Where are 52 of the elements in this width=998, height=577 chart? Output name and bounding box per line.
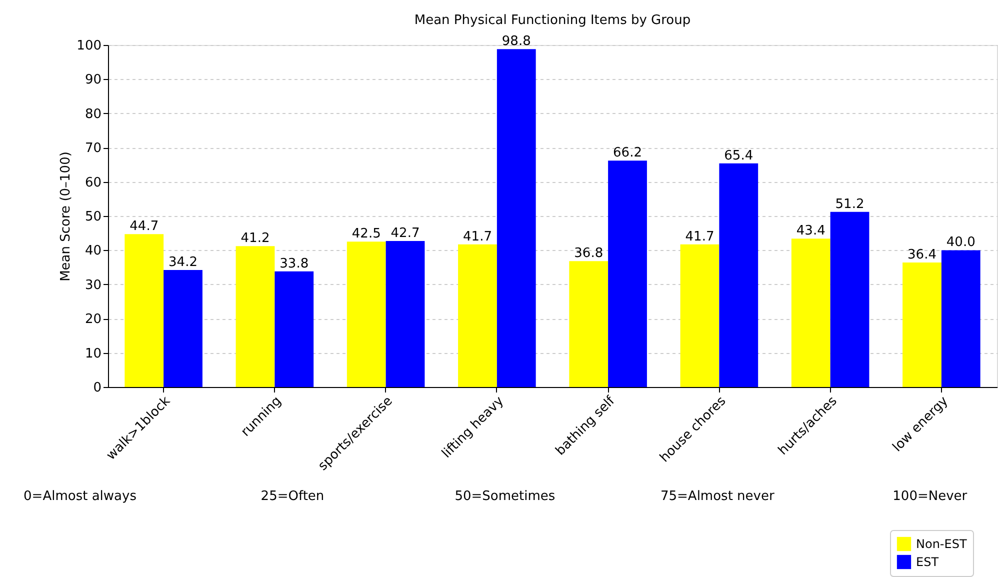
data-label: 34.2 [168, 255, 198, 270]
data-label: 51.2 [835, 196, 864, 212]
bar [236, 246, 275, 387]
bar [496, 49, 536, 387]
data-label: 66.2 [613, 146, 642, 161]
bar [274, 271, 314, 387]
text: 50=Sometimes [454, 489, 556, 504]
data-label: 36.8 [574, 246, 604, 262]
legend-label: Non-EST [916, 537, 968, 551]
bar [902, 262, 942, 387]
legend-label: EST [916, 555, 940, 569]
chart-title: Mean Physical Functioning Items by Group [414, 13, 691, 28]
bar [941, 250, 980, 387]
text: 100=Never [892, 489, 968, 504]
y-tick-label: 90 [84, 72, 102, 88]
text: 75=Almost never [660, 489, 775, 504]
data-label: 42.7 [390, 226, 420, 241]
y-tick-label: 40 [84, 244, 102, 259]
y-tick-label: 100 [76, 38, 102, 54]
y-tick-label: 30 [84, 278, 102, 293]
bar [569, 261, 608, 387]
bar [791, 238, 830, 387]
data-label: 33.8 [280, 256, 309, 272]
data-label: 41.7 [463, 229, 492, 244]
bar [680, 244, 720, 387]
data-label: 43.4 [796, 224, 826, 239]
y-tick-label: 80 [84, 106, 102, 122]
bar [458, 244, 497, 387]
data-label: 36.4 [908, 248, 936, 263]
data-label: 42.5 [352, 226, 381, 242]
bar [608, 160, 647, 387]
data-label: 65.4 [724, 148, 754, 164]
y-tick-label: 70 [84, 141, 102, 156]
bar [164, 270, 202, 387]
y-tick-label: 20 [84, 312, 102, 328]
y-axis-title: Mean Score (0–100) [58, 152, 74, 282]
data-label: 40.0 [946, 235, 976, 250]
data-label: 41.7 [685, 229, 714, 244]
data-label: 98.8 [502, 34, 531, 50]
y-tick-label: 60 [84, 175, 102, 190]
bar [386, 240, 425, 387]
bar [719, 163, 758, 387]
y-tick-label: 50 [84, 210, 102, 224]
text: 0=Almost always [24, 489, 137, 504]
bar [124, 234, 164, 387]
text: 25=Often [260, 489, 324, 504]
data-label: 44.7 [130, 219, 159, 234]
data-label: 41.2 [240, 231, 270, 246]
y-tick-label: 10 [84, 346, 102, 362]
y-tick-label: 0 [93, 380, 102, 396]
bar [346, 242, 386, 387]
bar [830, 212, 870, 387]
